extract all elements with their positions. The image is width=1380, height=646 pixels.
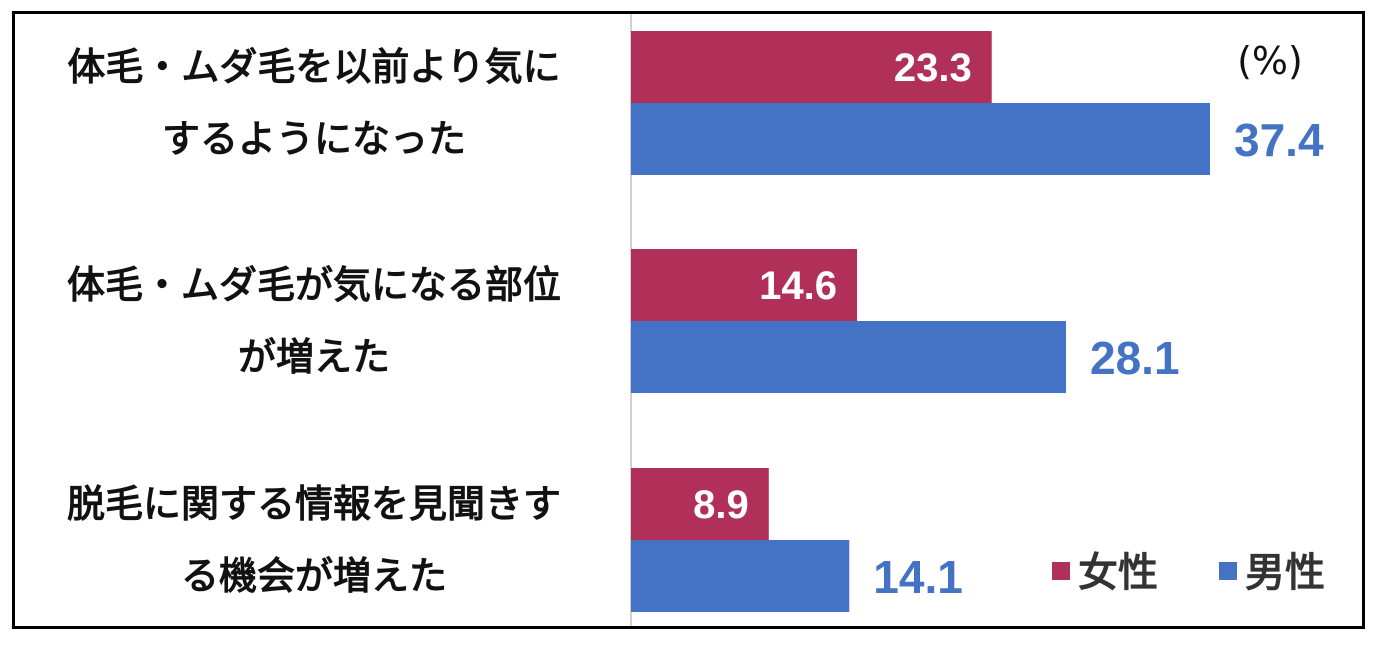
legend: 女性 男性 (1052, 550, 1325, 596)
value-label-female-2: 8.9 (693, 483, 749, 527)
legend-label-female: 女性 (1078, 550, 1158, 596)
category-label-0-line-0: 体毛・ムダ毛を以前より気に (67, 45, 560, 89)
bar-male-2 (631, 540, 850, 612)
value-label-female-0: 23.3 (894, 46, 972, 90)
bar-female-2 (631, 468, 769, 540)
category-label-2-line-0: 脱毛に関する情報を見聞きす (67, 482, 561, 526)
bar-female-0 (631, 31, 992, 103)
category-label-2-line-1: る機会が増えた (181, 554, 447, 598)
value-label-male-1: 28.1 (1090, 332, 1180, 384)
value-label-female-1: 14.6 (759, 264, 837, 308)
bar-female-1 (631, 249, 858, 321)
bar-male-1 (631, 321, 1067, 393)
value-label-male-2: 14.1 (873, 551, 963, 603)
category-label-1-line-0: 体毛・ムダ毛が気になる部位 (67, 263, 561, 307)
unit-label: (%) (1237, 39, 1303, 83)
category-labels-group: 体毛・ムダ毛を以前より気にするようになった体毛・ムダ毛が気になる部位が増えた脱毛… (67, 45, 561, 598)
legend-swatch-male (1219, 562, 1237, 580)
category-label-1-line-1: が増えた (238, 335, 390, 379)
legend-swatch-female (1052, 562, 1070, 580)
bar-male-0 (631, 103, 1210, 175)
value-label-male-0: 37.4 (1234, 114, 1324, 166)
bars-group: 23.3 37.4 14.6 28.1 8.9 14.1 (631, 31, 1324, 612)
legend-label-male: 男性 (1245, 550, 1325, 596)
category-label-0-line-1: するようになった (162, 117, 466, 161)
